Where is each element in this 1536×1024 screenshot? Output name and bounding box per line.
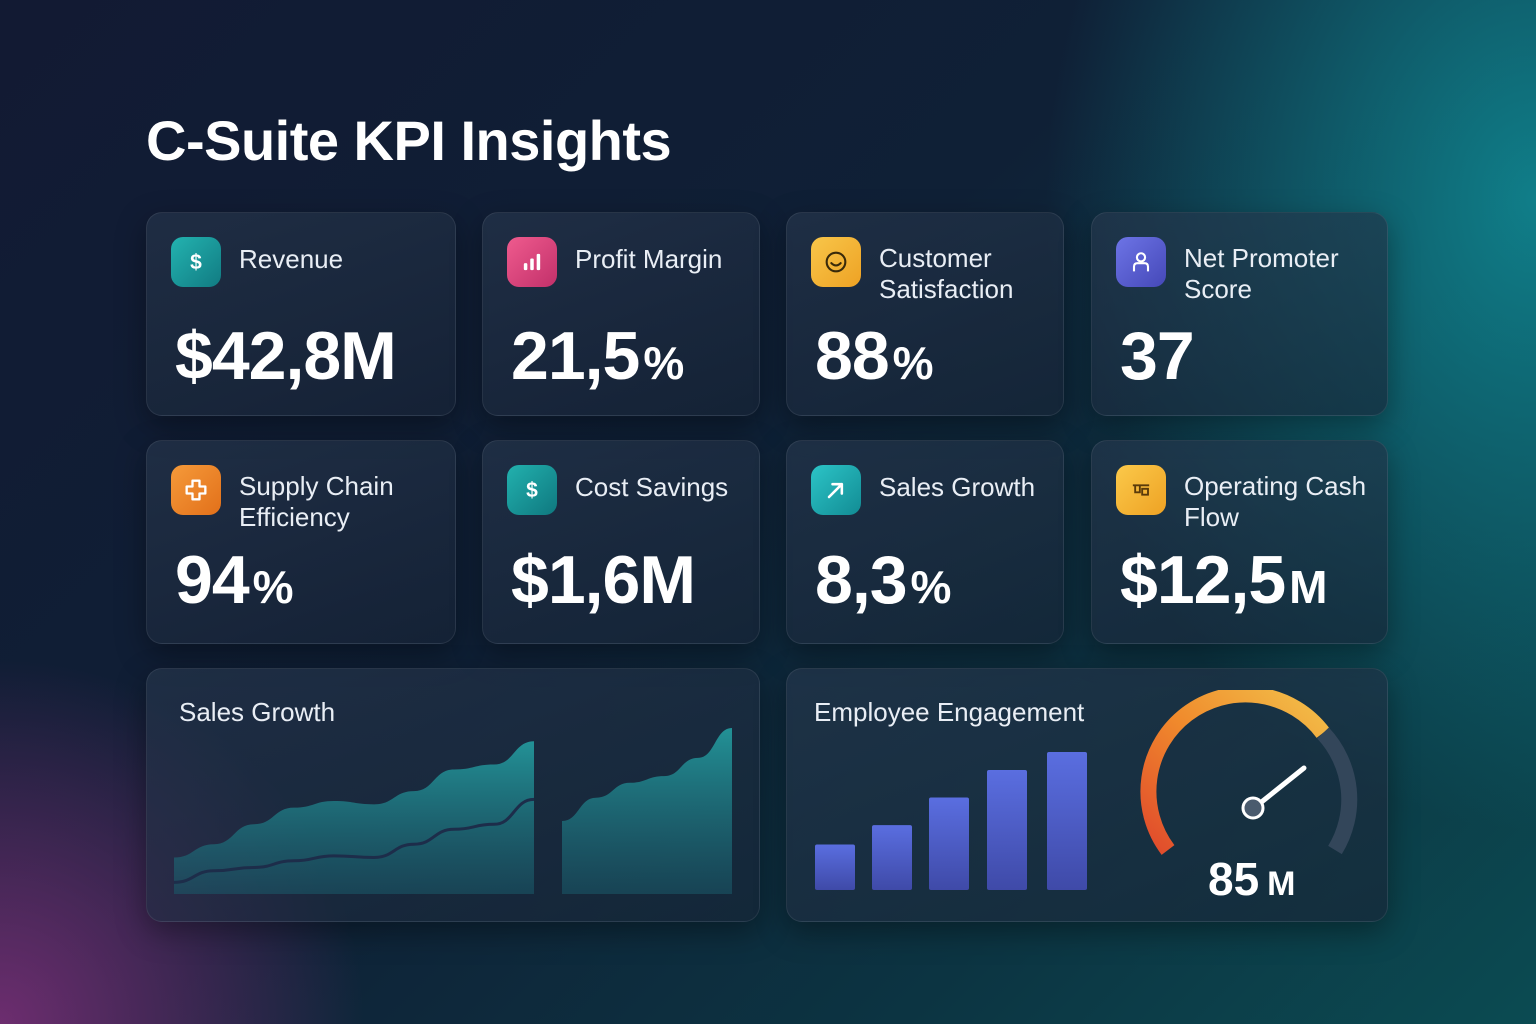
kpi-card-cost-savings[interactable]: $ Cost Savings $1,6M	[482, 440, 760, 644]
engagement-bar-chart	[815, 752, 1087, 890]
sales-growth-chart	[173, 728, 732, 894]
svg-text:$: $	[526, 479, 538, 502]
sales-area-main	[174, 741, 534, 894]
engagement-bar	[987, 769, 1027, 890]
kpi-card-sales-growth[interactable]: Sales Growth 8,3%	[786, 440, 1064, 644]
kpi-label: Cost Savings	[575, 472, 729, 502]
dollar-icon: $	[507, 465, 557, 515]
gauge-remainder	[1317, 727, 1358, 855]
kpi-label: Customer Satisfaction	[879, 243, 1014, 304]
kpi-value: 88%	[815, 318, 934, 394]
panel-title: Sales Growth	[179, 697, 336, 727]
gauge-value: 85 M	[1208, 853, 1296, 905]
kpi-value: 37	[1120, 318, 1195, 394]
sales-trend-line	[173, 797, 535, 884]
kpi-value: 94%	[175, 542, 294, 618]
kpi-card-profit-margin[interactable]: Profit Margin 21,5%	[482, 212, 760, 416]
engagement-bar	[815, 844, 855, 890]
kpi-label: Operating Cash Flow	[1184, 471, 1367, 532]
engagement-bar	[929, 797, 969, 890]
smile-icon	[811, 237, 861, 287]
user-icon	[1116, 237, 1166, 287]
kpi-card-revenue[interactable]: $ Revenue $42,8M	[146, 212, 456, 416]
page-title: C-Suite KPI Insights	[146, 109, 672, 172]
kpi-value: 21,5%	[511, 318, 685, 394]
kpi-value: 8,3%	[815, 542, 952, 618]
engagement-gauge	[1140, 690, 1358, 855]
kpi-value: $1,6M	[511, 542, 696, 618]
kpi-card-customer-satisfaction[interactable]: Customer Satisfaction 88%	[786, 212, 1064, 416]
kpi-label: Sales Growth	[879, 472, 1036, 502]
kpi-label: Net Promoter Score	[1184, 243, 1339, 304]
gauge-hub	[1241, 796, 1265, 820]
engagement-bar	[872, 825, 912, 890]
arrow-up-right-icon	[811, 465, 861, 515]
kpi-label: Profit Margin	[575, 244, 723, 274]
bar-chart-icon	[507, 237, 557, 287]
panel-title: Employee Engagement	[814, 697, 1085, 727]
kpi-label: Revenue	[239, 244, 344, 274]
kpi-value: $12,5M	[1120, 542, 1328, 618]
gauge-track	[1140, 690, 1330, 855]
sales-area-secondary	[562, 728, 732, 894]
dollar-icon: $	[171, 237, 221, 287]
svg-text:$: $	[190, 251, 202, 274]
kpi-card-operating-cash-flow[interactable]: Operating Cash Flow $12,5M	[1091, 440, 1388, 644]
kpi-value: $42,8M	[175, 318, 397, 394]
engagement-bar	[1047, 752, 1087, 890]
box-icon	[171, 465, 221, 515]
kpi-card-supply-chain-efficiency[interactable]: Supply Chain Efficiency 94%	[146, 440, 456, 644]
cash-icon	[1116, 465, 1166, 515]
kpi-label: Supply Chain Efficiency	[239, 471, 394, 532]
kpi-card-net-promoter-score[interactable]: Net Promoter Score 37	[1091, 212, 1388, 416]
